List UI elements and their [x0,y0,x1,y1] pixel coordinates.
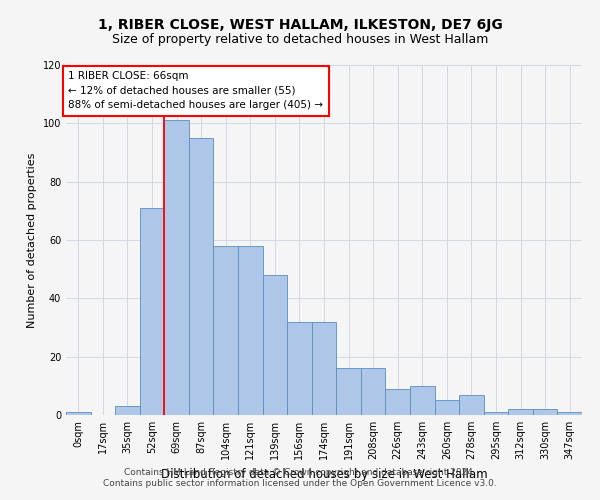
Bar [385,389,410,415]
Bar [336,368,361,415]
Bar [115,406,140,415]
Bar [557,412,582,415]
Bar [508,409,533,415]
Bar [140,208,164,415]
Text: Contains HM Land Registry data © Crown copyright and database right 2024.
Contai: Contains HM Land Registry data © Crown c… [103,468,497,487]
Bar [410,386,434,415]
Text: Size of property relative to detached houses in West Hallam: Size of property relative to detached ho… [112,32,488,46]
Bar [287,322,312,415]
Bar [434,400,459,415]
Bar [361,368,385,415]
Bar [312,322,336,415]
Bar [189,138,214,415]
Bar [459,394,484,415]
Bar [214,246,238,415]
Bar [164,120,189,415]
Text: 1, RIBER CLOSE, WEST HALLAM, ILKESTON, DE7 6JG: 1, RIBER CLOSE, WEST HALLAM, ILKESTON, D… [98,18,502,32]
Text: 1 RIBER CLOSE: 66sqm
← 12% of detached houses are smaller (55)
88% of semi-detac: 1 RIBER CLOSE: 66sqm ← 12% of detached h… [68,71,323,110]
Bar [533,409,557,415]
X-axis label: Distribution of detached houses by size in West Hallam: Distribution of detached houses by size … [161,468,487,480]
Y-axis label: Number of detached properties: Number of detached properties [27,152,37,328]
Bar [66,412,91,415]
Bar [263,275,287,415]
Bar [238,246,263,415]
Bar [484,412,508,415]
